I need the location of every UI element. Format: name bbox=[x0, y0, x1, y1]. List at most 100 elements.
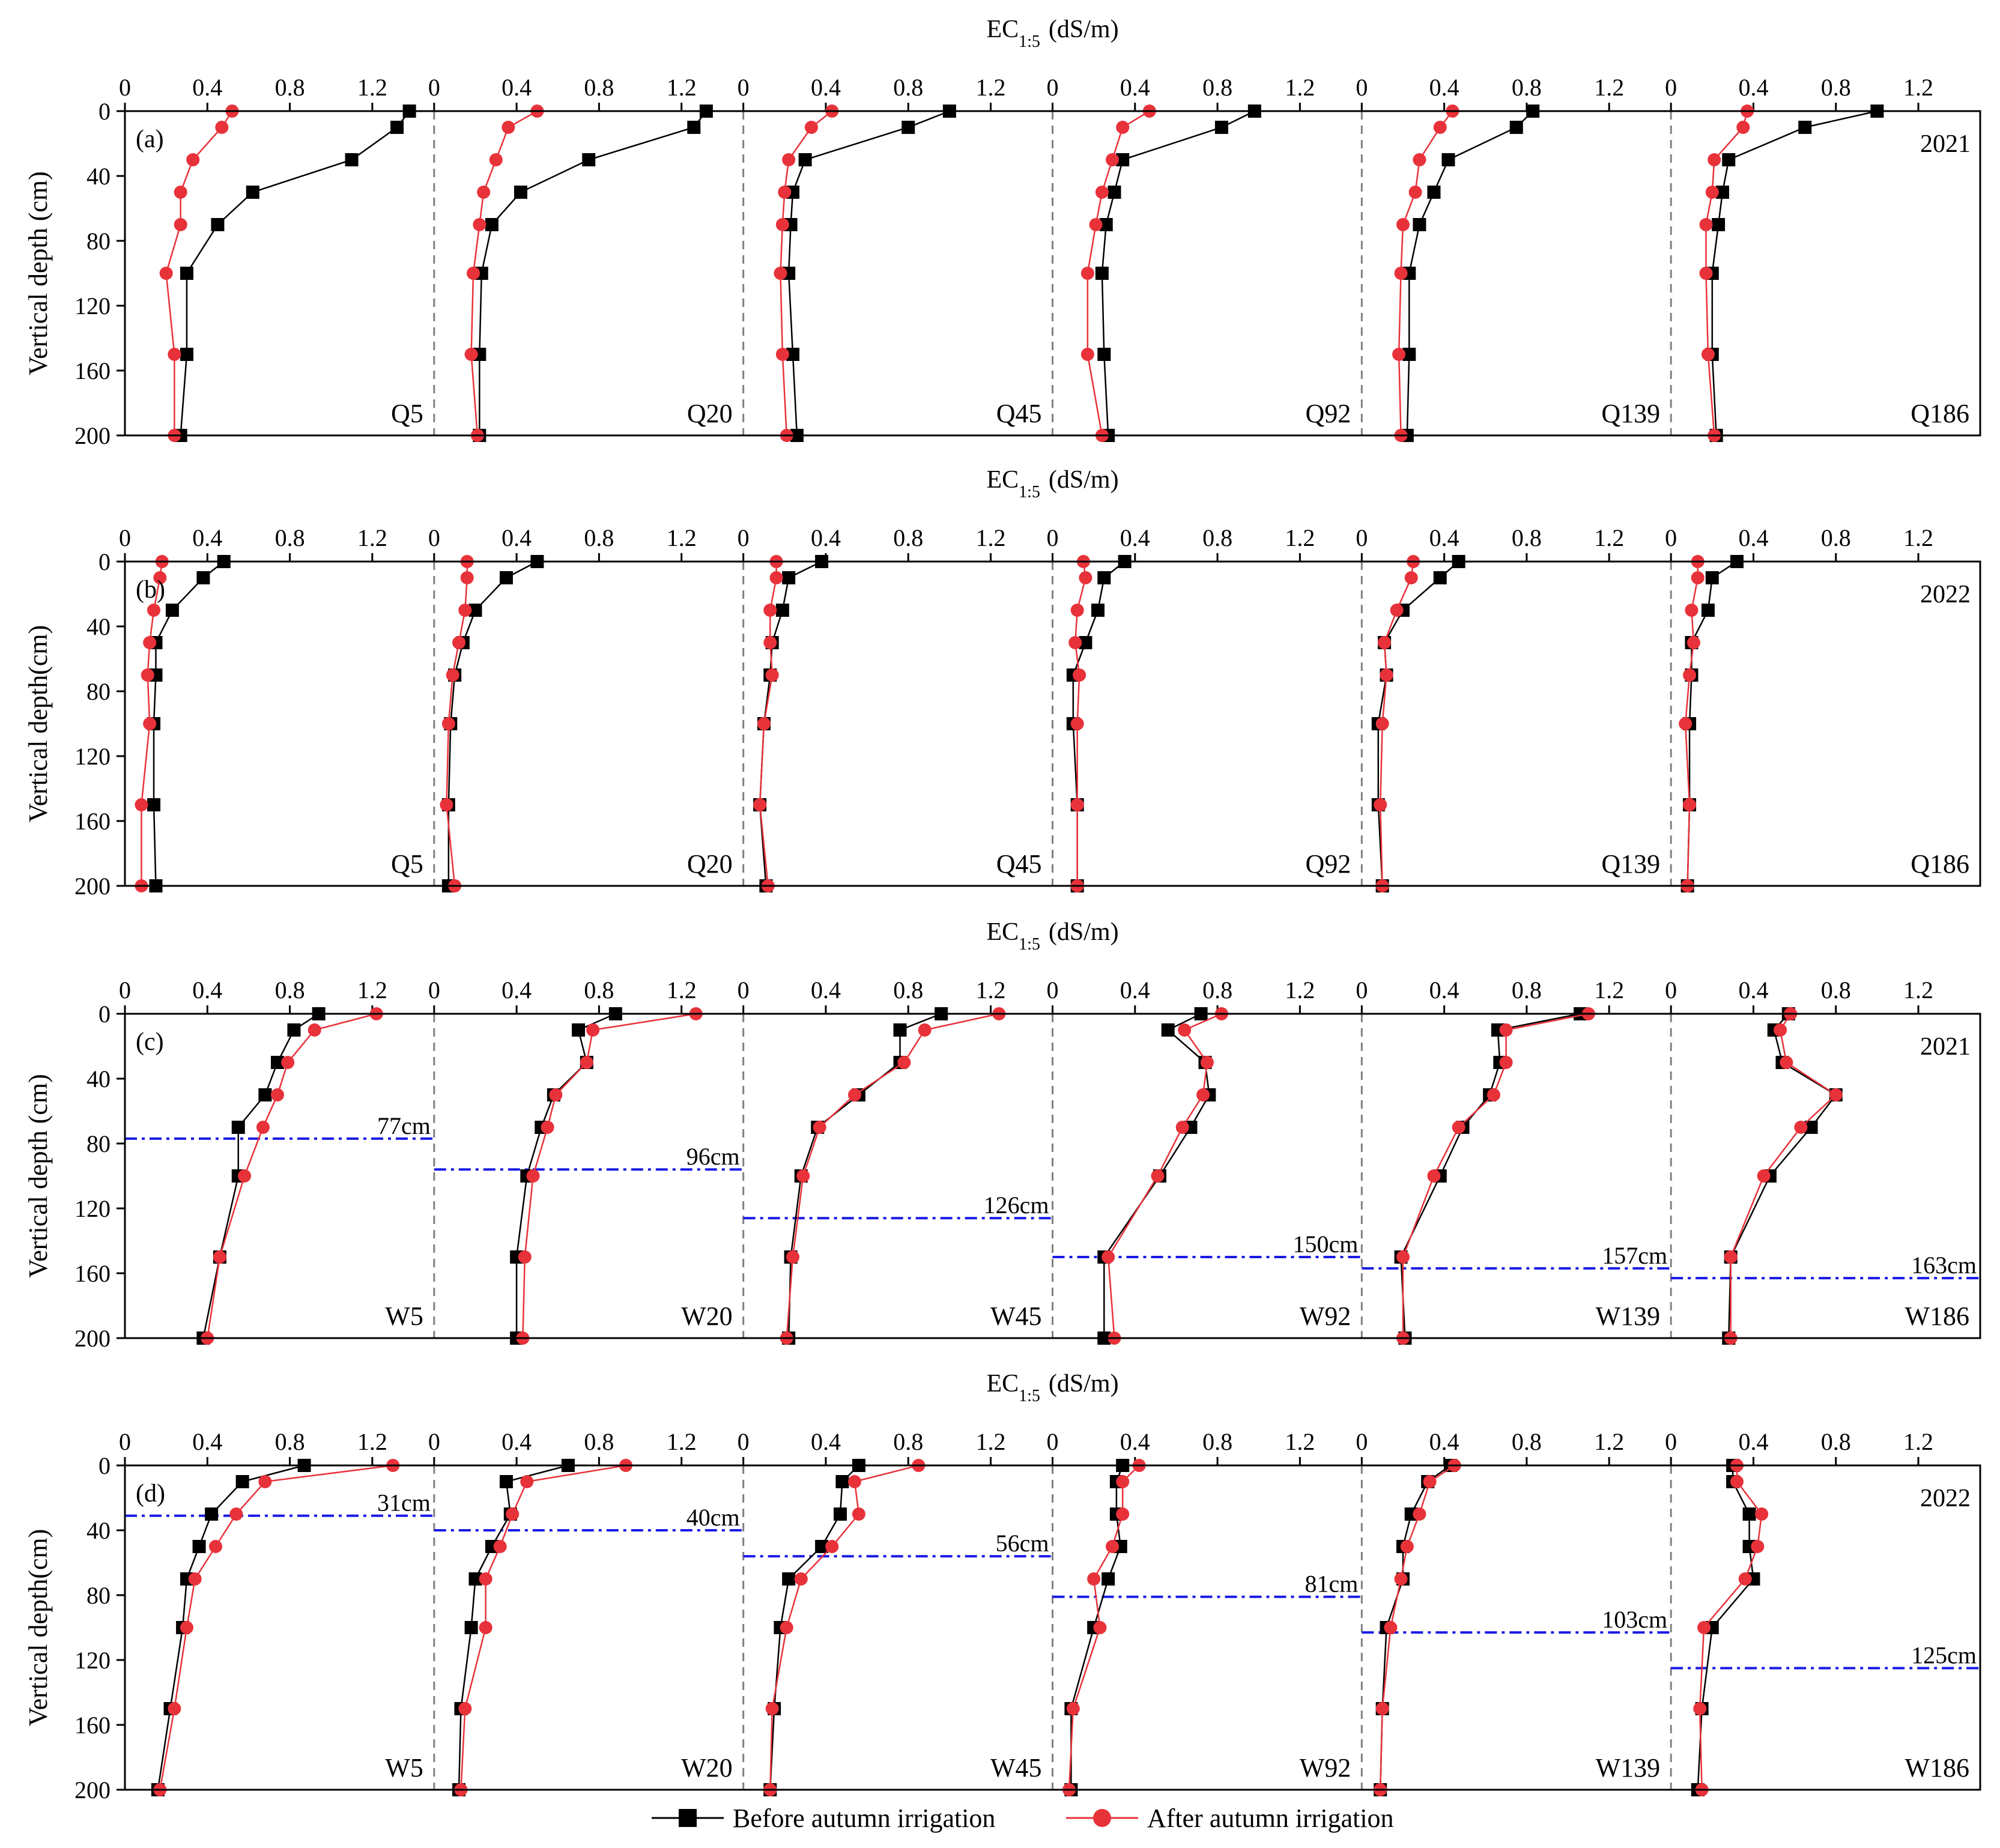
y-tick-label: 0 bbox=[98, 548, 111, 575]
x-tick-label: 0.4 bbox=[192, 74, 222, 101]
data-point-before bbox=[485, 218, 498, 231]
data-point-before bbox=[1705, 571, 1719, 584]
x-axis-title: EC1:5 (dS/m) bbox=[986, 918, 1118, 954]
data-point-before bbox=[1441, 153, 1455, 166]
data-point-before bbox=[464, 1621, 478, 1634]
data-point-before bbox=[782, 1572, 796, 1586]
data-point-after bbox=[153, 571, 167, 584]
site-label: W92 bbox=[1300, 1301, 1351, 1331]
y-tick-label: 160 bbox=[74, 808, 111, 835]
data-point-before bbox=[270, 1056, 284, 1069]
panel-b: EC1:5 (dS/m) Vertical depth(cm) 0 40 80 120 160… bbox=[23, 466, 1981, 900]
data-point-before bbox=[902, 121, 915, 134]
y-tick-label: 120 bbox=[74, 1647, 111, 1674]
x-tick-label: 0 bbox=[1356, 524, 1368, 551]
x-tick-label: 0.8 bbox=[584, 1428, 614, 1455]
data-point-after bbox=[1175, 1121, 1189, 1134]
site-label: W92 bbox=[1300, 1753, 1351, 1783]
data-point-after bbox=[506, 1507, 520, 1521]
data-point-before bbox=[192, 1540, 206, 1553]
data-point-after bbox=[1070, 717, 1084, 730]
data-point-after bbox=[775, 218, 789, 231]
data-point-after bbox=[168, 348, 181, 361]
data-point-after bbox=[1499, 1056, 1513, 1069]
subplot-W5: 0 0.4 0.8 1.2 77cm W5 bbox=[119, 977, 434, 1345]
x-tick-label: 1.2 bbox=[1594, 1428, 1624, 1455]
x-tick-label: 0.8 bbox=[1821, 524, 1851, 551]
data-point-after bbox=[1697, 1621, 1711, 1634]
x-tick-label: 0 bbox=[1356, 977, 1368, 1004]
data-point-after bbox=[1499, 1023, 1513, 1037]
x-tick-label: 0.4 bbox=[1738, 74, 1768, 101]
data-point-after bbox=[308, 1023, 321, 1037]
data-point-after bbox=[1679, 717, 1692, 730]
x-tick-label: 0 bbox=[1047, 524, 1059, 551]
data-point-after bbox=[1116, 121, 1130, 134]
data-point-before bbox=[1742, 1507, 1756, 1521]
x-tick-label: 1.2 bbox=[1594, 524, 1624, 551]
subplot-W45: 0 0.4 0.8 1.2 126cm W45 bbox=[738, 977, 1053, 1345]
data-point-after bbox=[1724, 1250, 1738, 1264]
groundwater-depth-label: 31cm bbox=[377, 1489, 431, 1516]
data-point-before bbox=[782, 571, 796, 584]
y-tick-label: 160 bbox=[74, 1260, 111, 1287]
data-point-after bbox=[549, 1088, 563, 1101]
data-point-before bbox=[1161, 1023, 1175, 1037]
site-label: W139 bbox=[1596, 1753, 1661, 1783]
data-point-after bbox=[1089, 218, 1103, 231]
x-tick-label: 1.2 bbox=[976, 977, 1006, 1004]
data-point-before bbox=[147, 798, 161, 811]
x-tick-label: 0.4 bbox=[1429, 1428, 1459, 1455]
data-point-after bbox=[786, 1250, 800, 1264]
data-point-after bbox=[467, 267, 480, 280]
data-point-after bbox=[1755, 1507, 1769, 1521]
site-label: Q139 bbox=[1601, 399, 1660, 428]
data-point-after bbox=[458, 604, 472, 617]
groundwater-depth-label: 103cm bbox=[1602, 1606, 1667, 1633]
data-point-after bbox=[168, 1702, 181, 1715]
data-point-after bbox=[1375, 717, 1389, 730]
y-tick-label: 200 bbox=[74, 1325, 111, 1352]
x-tick-label: 1.2 bbox=[1285, 524, 1315, 551]
subplot-W139: 0 0.4 0.8 1.2 103cm W139 bbox=[1356, 1428, 1671, 1796]
data-point-after bbox=[1068, 636, 1082, 649]
year-label: 2021 bbox=[1920, 130, 1971, 158]
x-tick-label: 1.2 bbox=[667, 1428, 697, 1455]
groundwater-depth-label: 126cm bbox=[984, 1192, 1049, 1219]
data-point-before bbox=[1804, 1121, 1818, 1134]
x-tick-label: 0.4 bbox=[502, 977, 532, 1004]
subplot-W139: 0 0.4 0.8 1.2 157cm W139 bbox=[1356, 977, 1671, 1345]
x-tick-label: 0.8 bbox=[893, 1428, 923, 1455]
data-point-after bbox=[1427, 1169, 1441, 1183]
data-point-after bbox=[441, 717, 455, 730]
data-point-after bbox=[769, 571, 783, 584]
x-tick-label: 0.4 bbox=[192, 524, 222, 551]
x-tick-label: 0.8 bbox=[584, 977, 614, 1004]
site-label: W5 bbox=[385, 1301, 423, 1331]
data-point-before bbox=[196, 571, 210, 584]
data-point-after bbox=[473, 218, 486, 231]
x-tick-label: 0.4 bbox=[502, 74, 532, 101]
data-point-after bbox=[477, 186, 491, 199]
site-label: W5 bbox=[385, 1753, 423, 1783]
y-tick-label: 200 bbox=[74, 873, 111, 900]
data-point-before bbox=[235, 1475, 249, 1488]
data-point-before bbox=[231, 1121, 245, 1134]
data-point-after bbox=[1196, 1088, 1210, 1101]
data-point-before bbox=[1095, 267, 1109, 280]
data-point-after bbox=[479, 1572, 492, 1586]
data-point-before bbox=[180, 348, 193, 361]
data-point-before bbox=[1798, 121, 1812, 134]
data-point-after bbox=[1780, 1056, 1793, 1069]
year-label: 2022 bbox=[1920, 1485, 1971, 1512]
legend: Before autumn irrigation After autumn ir… bbox=[652, 1804, 1394, 1833]
x-tick-label: 0 bbox=[119, 977, 131, 1004]
x-tick-label: 1.2 bbox=[357, 1428, 387, 1455]
site-label: Q45 bbox=[996, 849, 1042, 879]
subplot-Q45: 0 0.4 0.8 1.2 Q45 bbox=[738, 74, 1042, 442]
panel-frame bbox=[124, 110, 1981, 437]
y-tick-label: 0 bbox=[98, 1001, 111, 1028]
data-point-after bbox=[229, 1507, 243, 1521]
data-point-after bbox=[1070, 604, 1084, 617]
